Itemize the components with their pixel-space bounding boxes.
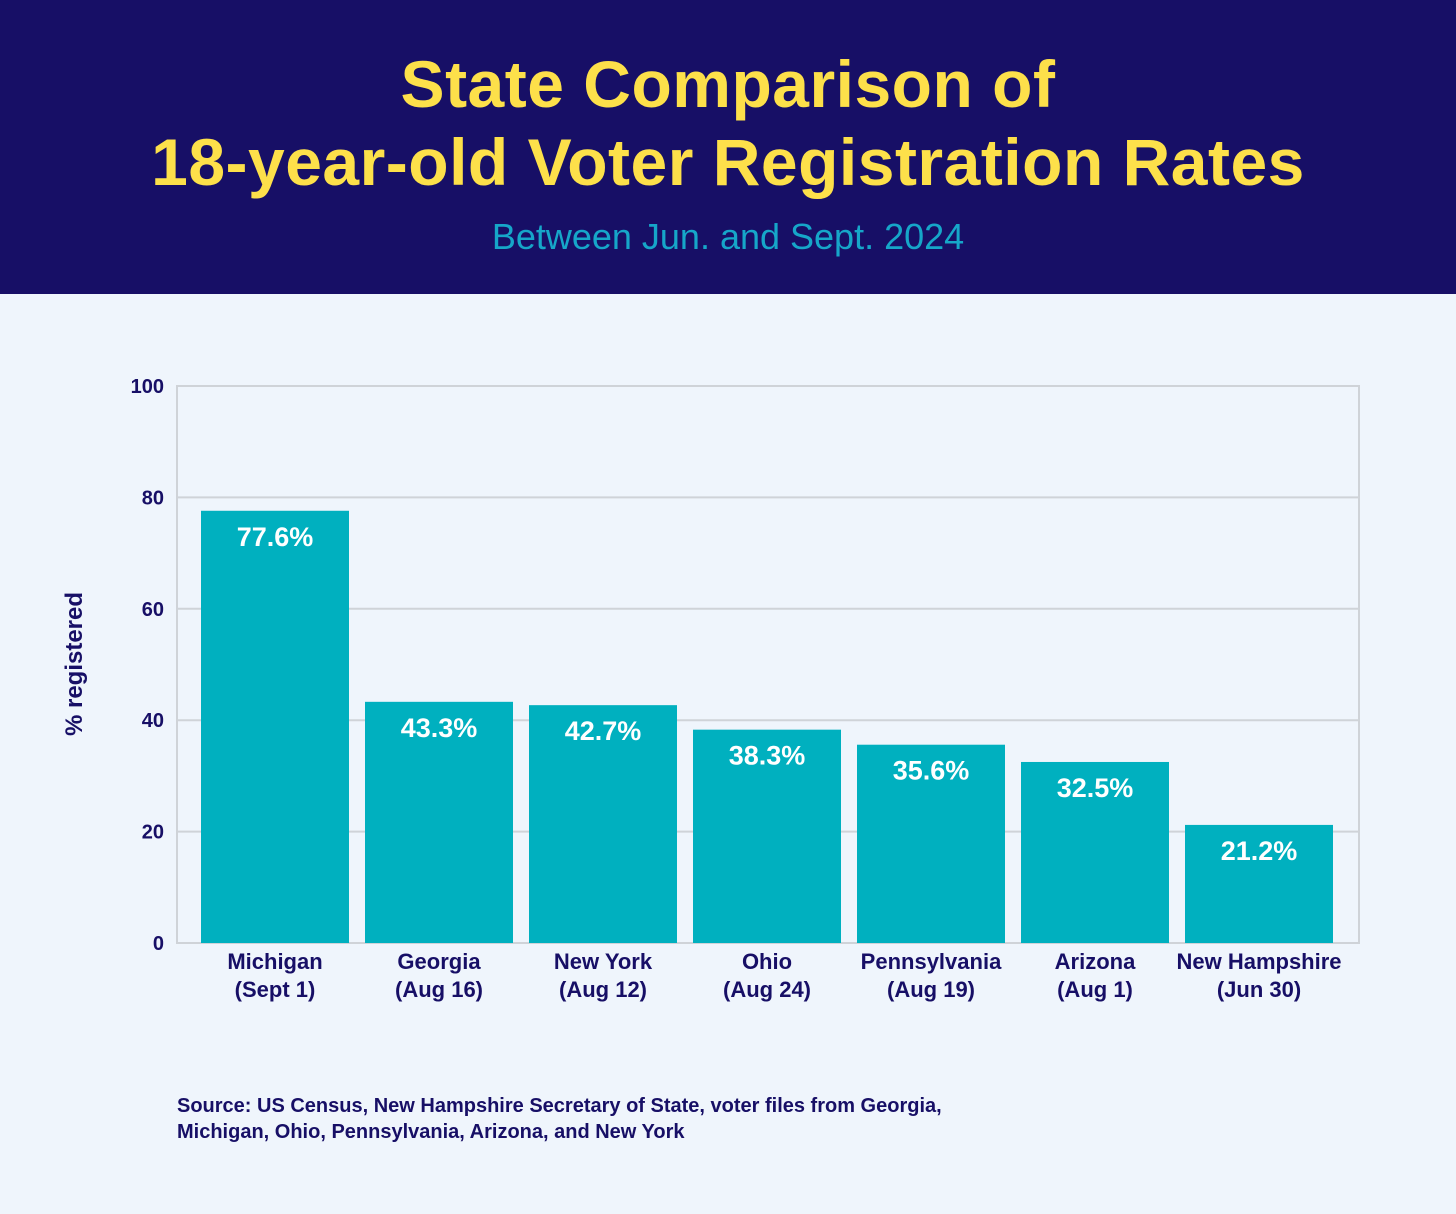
y-tick-label: 80 [142,487,164,509]
x-tick-label: Arizona [1055,949,1136,974]
header-banner: State Comparison of 18-year-old Voter Re… [0,0,1456,294]
x-tick-label: (Jun 30) [1217,977,1301,1002]
chart-title-line-2: 18-year-old Voter Registration Rates [151,125,1305,199]
bar-2 [529,705,677,943]
bar-1 [365,701,513,943]
data-label: 42.7% [565,716,642,746]
bar-5 [1021,761,1169,943]
data-label: 35.6% [893,756,970,786]
x-tick-label: (Aug 16) [395,977,483,1002]
x-tick-label: (Aug 24) [723,977,811,1002]
x-tick-label: Michigan [227,949,322,974]
y-tick-label: 0 [153,933,164,955]
x-tick-label: Pennsylvania [861,949,1002,974]
x-tick-label: (Aug 12) [559,977,647,1002]
bar-3 [693,729,841,943]
bar-4 [857,744,1005,943]
data-label: 21.2% [1221,836,1298,866]
y-tick-label: 60 [142,599,164,621]
x-tick-label: Ohio [742,949,792,974]
y-tick-label: 20 [142,822,164,844]
x-tick-label: (Aug 19) [887,977,975,1002]
x-tick-label: Georgia [397,949,481,974]
y-tick-label: 100 [131,376,164,398]
data-label: 43.3% [401,713,478,743]
y-axis-label: % registered [61,592,88,736]
x-tick-label: New York [554,949,653,974]
chart-subtitle: Between Jun. and Sept. 2024 [491,216,965,257]
bar-0 [201,510,349,943]
data-label: 32.5% [1057,773,1134,803]
bar-6 [1185,824,1333,943]
y-tick-label: 40 [142,710,164,732]
x-tick-label: New Hampshire [1176,949,1341,974]
source-line-2: Michigan, Ohio, Pennsylvania, Arizona, a… [177,1121,685,1143]
source-line-1: Source: US Census, New Hampshire Secreta… [177,1095,942,1117]
data-label: 38.3% [729,741,806,771]
data-label: 77.6% [237,522,314,552]
x-tick-label: (Sept 1) [235,977,316,1002]
source-note: Source: US Census, New Hampshire Secreta… [177,1093,1177,1145]
x-tick-label: (Aug 1) [1057,977,1133,1002]
chart-title-line-1: State Comparison of [400,47,1056,121]
